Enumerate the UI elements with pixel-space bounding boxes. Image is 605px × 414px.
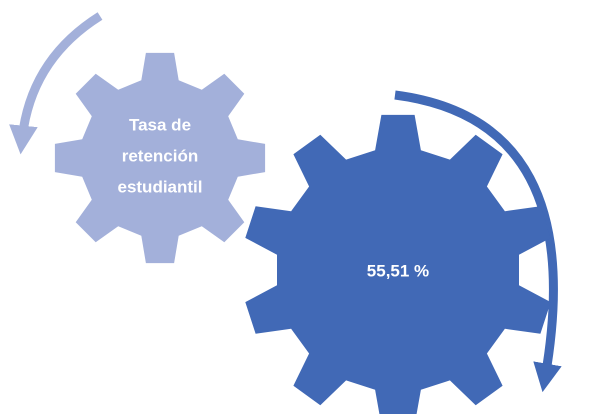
- node-label: Tasa de: [129, 115, 191, 134]
- gear: [245, 114, 551, 414]
- node-label: estudiantil: [117, 177, 202, 196]
- cycle-arrow: [9, 12, 103, 155]
- node-label: 55,51 %: [367, 261, 429, 280]
- node-label: retención: [122, 146, 199, 165]
- gear: [54, 52, 266, 264]
- cycle-arrow: [394, 90, 562, 393]
